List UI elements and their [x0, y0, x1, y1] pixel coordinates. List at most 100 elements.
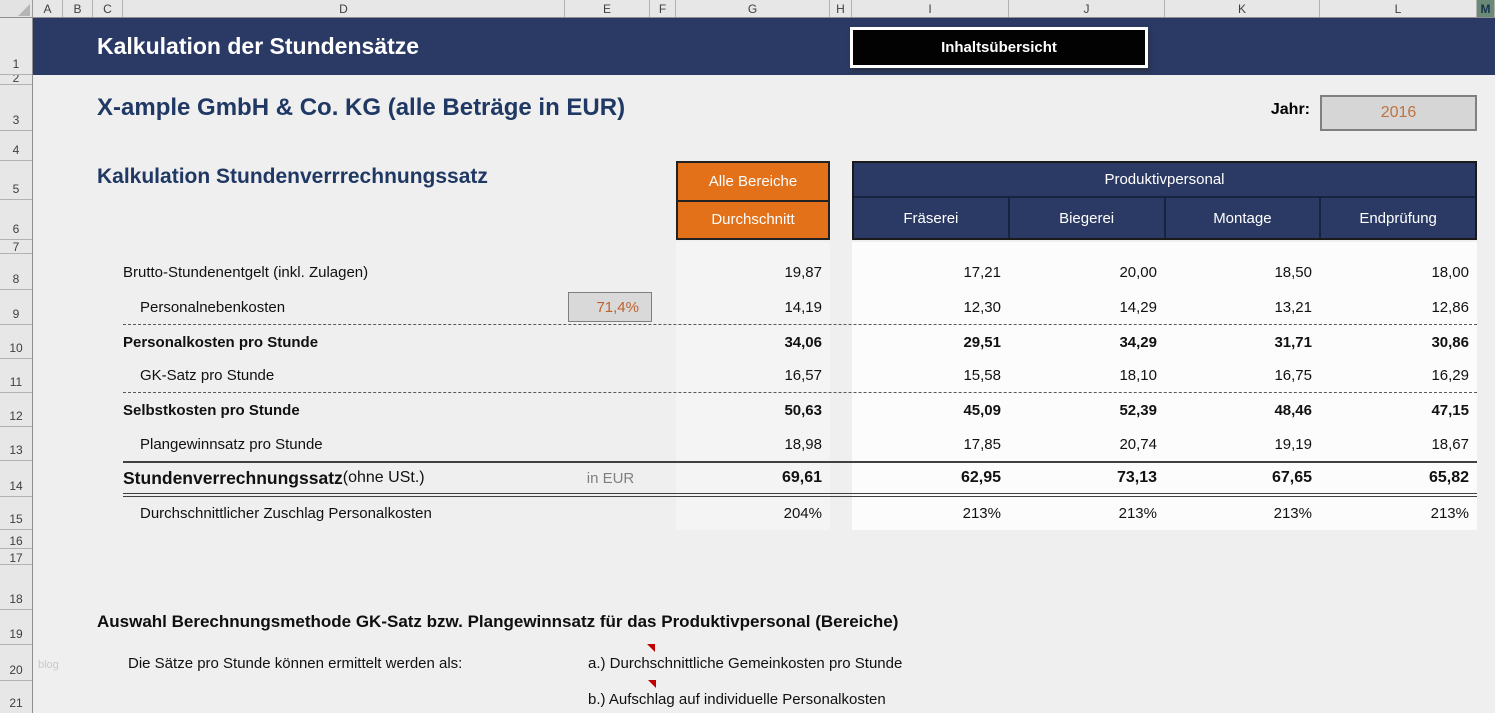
row-header-14[interactable]: 14	[0, 461, 32, 497]
total-label-suffix: (ohne USt.)	[342, 469, 425, 486]
column-header-b[interactable]: B	[63, 0, 93, 17]
cell-value[interactable]: 15,58	[963, 367, 1001, 384]
row-header-9[interactable]: 9	[0, 290, 32, 325]
unit-label: in EUR	[586, 469, 635, 487]
cell-value[interactable]: 18,67	[1431, 435, 1469, 453]
cell-value[interactable]: 34,29	[1119, 333, 1157, 351]
cell-value[interactable]: 52,39	[1119, 401, 1157, 419]
column-header-m[interactable]: M	[1477, 0, 1495, 17]
row-header-7[interactable]: 7	[0, 240, 32, 254]
table-row: Selbstkosten pro Stunde 50,63 45,09 52,3…	[123, 393, 1477, 427]
year-input-cell[interactable]: 2016	[1320, 95, 1477, 131]
row-header-1[interactable]: 1	[0, 18, 32, 75]
column-header-f[interactable]: F	[650, 0, 676, 17]
row-header-20[interactable]: 20	[0, 645, 32, 681]
cell-value[interactable]: 62,95	[960, 469, 1001, 486]
column-header-e[interactable]: E	[565, 0, 650, 17]
cell-value[interactable]: 17,21	[963, 263, 1001, 281]
cell-value[interactable]: 73,13	[1116, 469, 1157, 486]
column-header-d[interactable]: D	[123, 0, 565, 17]
row-header-11[interactable]: 11	[0, 359, 32, 393]
row-header-18[interactable]: 18	[0, 565, 32, 610]
cell-value[interactable]: 213%	[962, 505, 1001, 522]
column-header-l[interactable]: L	[1320, 0, 1477, 17]
cell-value[interactable]: 50,63	[784, 401, 822, 419]
cell-value[interactable]: 16,75	[1274, 367, 1312, 384]
row-label: Durchschnittlicher Zuschlag Personalkost…	[140, 505, 432, 522]
cell-value[interactable]: 12,30	[963, 298, 1001, 316]
cell-value[interactable]: 213%	[1430, 505, 1469, 522]
column-header-a[interactable]: A	[33, 0, 63, 17]
cell-value[interactable]: 45,09	[963, 401, 1001, 419]
row-header-6[interactable]: 6	[0, 200, 32, 240]
row-header-4[interactable]: 4	[0, 131, 32, 161]
cell-value[interactable]: 30,86	[1431, 333, 1469, 351]
row-header-17[interactable]: 17	[0, 549, 32, 565]
cell-value[interactable]: 20,74	[1119, 435, 1157, 453]
table-row-total: Stundenverrechnungssatz (ohne USt.) in E…	[123, 461, 1477, 497]
cell-value[interactable]: 12,86	[1431, 298, 1469, 316]
column-header-k[interactable]: K	[1165, 0, 1320, 17]
column-header-i[interactable]: I	[852, 0, 1009, 17]
row-header-16[interactable]: 16	[0, 530, 32, 549]
method-section-heading: Auswahl Berechnungsmethode GK-Satz bzw. …	[97, 612, 899, 631]
cell-value[interactable]: 67,65	[1271, 469, 1312, 486]
select-all-corner[interactable]	[0, 0, 33, 17]
row-header-13[interactable]: 13	[0, 427, 32, 461]
cell-value[interactable]: 16,29	[1431, 367, 1469, 384]
header-biegerei: Biegerei	[1007, 198, 1164, 238]
header-montage: Montage	[1163, 198, 1320, 238]
column-header-j[interactable]: J	[1009, 0, 1165, 17]
row-label: Selbstkosten pro Stunde	[123, 401, 300, 419]
cell-value[interactable]: 34,06	[784, 333, 822, 351]
cell-value[interactable]: 18,10	[1119, 367, 1157, 384]
cell-value[interactable]: 13,21	[1274, 298, 1312, 316]
table-row: Durchschnittlicher Zuschlag Personalkost…	[123, 497, 1477, 530]
bereiche-columns-bg	[852, 242, 1477, 530]
row-header-19[interactable]: 19	[0, 610, 32, 645]
cell-value[interactable]: 14,19	[784, 298, 822, 316]
row-label: GK-Satz pro Stunde	[140, 367, 275, 384]
cell-value[interactable]: 213%	[1273, 505, 1312, 522]
row-header-12[interactable]: 12	[0, 393, 32, 427]
cell-value[interactable]: 47,15	[1431, 401, 1469, 419]
column-header-h[interactable]: H	[830, 0, 852, 17]
cell-value[interactable]: 19,87	[784, 263, 822, 281]
row-header-10[interactable]: 10	[0, 325, 32, 359]
company-title: X-ample GmbH & Co. KG (alle Beträge in E…	[97, 94, 626, 121]
row-header-2[interactable]: 2	[0, 75, 32, 85]
method-intro-text: Die Sätze pro Stunde können ermittelt we…	[128, 655, 463, 672]
row-header-15[interactable]: 15	[0, 497, 32, 530]
cell-value[interactable]: 18,98	[784, 435, 822, 453]
row-header-8[interactable]: 8	[0, 254, 32, 290]
cell-value[interactable]: 204%	[783, 505, 822, 522]
cell-value[interactable]: 48,46	[1274, 401, 1312, 419]
cell-value[interactable]: 29,51	[963, 333, 1001, 351]
cell-value[interactable]: 31,71	[1274, 333, 1312, 351]
cell-value[interactable]: 14,29	[1119, 298, 1157, 316]
cell-value[interactable]: 19,19	[1274, 435, 1312, 453]
cell-value[interactable]: 20,00	[1119, 263, 1157, 281]
row-label: Brutto-Stundenentgelt (inkl. Zulagen)	[123, 263, 369, 281]
header-durchschnitt-label: Durchschnitt	[711, 211, 795, 229]
cell-value[interactable]: 17,85	[963, 435, 1001, 453]
page-title: Kalkulation der Stundensätze	[97, 33, 420, 59]
header-produktivpersonal: Produktivpersonal Fräserei Biegerei Mont…	[852, 161, 1477, 240]
row-label: Personalkosten pro Stunde	[123, 333, 319, 351]
cell-value[interactable]: 16,57	[784, 367, 822, 384]
cell-value[interactable]: 18,00	[1431, 263, 1469, 281]
comment-marker-icon	[647, 644, 655, 652]
row-header-3[interactable]: 3	[0, 85, 32, 131]
row-header-21[interactable]: 21	[9, 696, 23, 710]
cell-value[interactable]: 69,61	[781, 469, 822, 486]
cell-value[interactable]: 18,50	[1274, 263, 1312, 281]
column-header-c[interactable]: C	[93, 0, 123, 17]
row-header-5[interactable]: 5	[0, 161, 32, 200]
header-endpruefung: Endprüfung	[1319, 198, 1475, 238]
cell-value[interactable]: 213%	[1118, 505, 1157, 522]
cell-value[interactable]: 65,82	[1428, 469, 1469, 486]
inhaltsuebersicht-button[interactable]: Inhaltsübersicht	[850, 27, 1148, 68]
column-header-g[interactable]: G	[676, 0, 830, 17]
personalnebenkosten-pct-input[interactable]: 71,4%	[568, 292, 652, 322]
